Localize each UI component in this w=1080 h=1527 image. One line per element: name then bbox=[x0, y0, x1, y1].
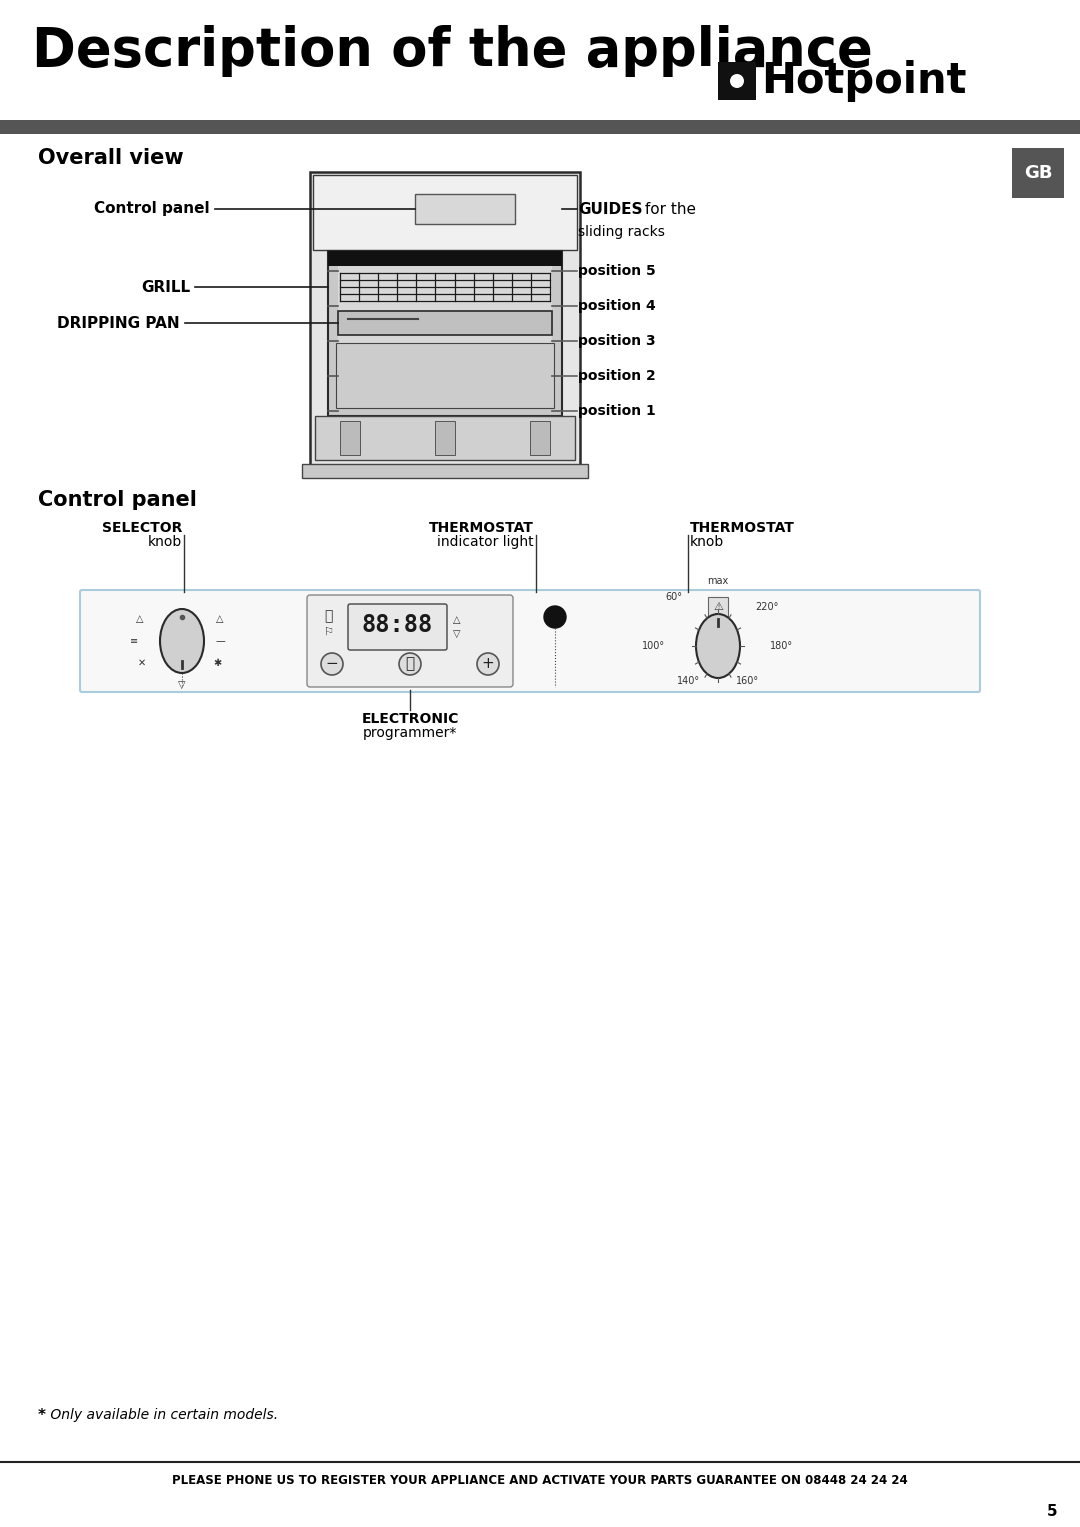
Text: Control panel: Control panel bbox=[38, 490, 197, 510]
Text: position 1: position 1 bbox=[578, 405, 656, 418]
Text: position 2: position 2 bbox=[578, 370, 656, 383]
Text: Overall view: Overall view bbox=[38, 148, 184, 168]
Bar bbox=[0, 121, 1080, 134]
Bar bbox=[336, 344, 554, 408]
Ellipse shape bbox=[696, 614, 740, 678]
Text: ⚐: ⚐ bbox=[323, 628, 333, 637]
Text: ⚠: ⚠ bbox=[713, 602, 723, 612]
Text: position 5: position 5 bbox=[578, 264, 656, 278]
Text: 60°: 60° bbox=[665, 591, 683, 602]
Ellipse shape bbox=[160, 609, 204, 673]
Text: knob: knob bbox=[148, 534, 183, 550]
Text: Only available in certain models.: Only available in certain models. bbox=[46, 1408, 279, 1422]
Circle shape bbox=[730, 73, 744, 89]
Text: ≡: ≡ bbox=[130, 637, 138, 646]
Text: ▽: ▽ bbox=[453, 629, 460, 638]
Text: PLEASE PHONE US TO REGISTER YOUR APPLIANCE AND ACTIVATE YOUR PARTS GUARANTEE ON : PLEASE PHONE US TO REGISTER YOUR APPLIAN… bbox=[172, 1475, 908, 1487]
Text: indicator light: indicator light bbox=[437, 534, 534, 550]
Text: ⏱: ⏱ bbox=[324, 609, 333, 623]
Bar bbox=[0, 1461, 1080, 1527]
Bar bbox=[310, 173, 580, 467]
Text: *: * bbox=[38, 1408, 46, 1423]
Text: △: △ bbox=[453, 615, 460, 625]
Bar bbox=[328, 250, 562, 415]
FancyBboxPatch shape bbox=[80, 589, 980, 692]
Circle shape bbox=[399, 654, 421, 675]
Text: position 4: position 4 bbox=[578, 299, 656, 313]
Bar bbox=[302, 464, 588, 478]
Text: max: max bbox=[707, 576, 729, 586]
Text: ⏱: ⏱ bbox=[405, 657, 415, 672]
FancyBboxPatch shape bbox=[348, 605, 447, 651]
Bar bbox=[415, 194, 515, 224]
Text: programmer*: programmer* bbox=[363, 725, 457, 741]
Bar bbox=[315, 415, 575, 460]
Text: —: — bbox=[215, 637, 225, 646]
Text: THERMOSTAT: THERMOSTAT bbox=[690, 521, 795, 534]
Bar bbox=[340, 421, 360, 455]
Circle shape bbox=[544, 606, 566, 628]
Text: GRILL: GRILL bbox=[140, 279, 190, 295]
Bar bbox=[328, 250, 562, 266]
FancyBboxPatch shape bbox=[307, 596, 513, 687]
Text: ELECTRONIC: ELECTRONIC bbox=[362, 712, 459, 725]
Text: ✕: ✕ bbox=[138, 658, 146, 667]
Text: Hotpoint: Hotpoint bbox=[761, 60, 967, 102]
Text: for the: for the bbox=[640, 202, 696, 217]
Text: 100°: 100° bbox=[643, 641, 665, 651]
Circle shape bbox=[321, 654, 343, 675]
Text: ✱: ✱ bbox=[213, 658, 221, 667]
Text: DRIPPING PAN: DRIPPING PAN bbox=[57, 316, 180, 330]
Text: sliding racks: sliding racks bbox=[578, 224, 665, 240]
Bar bbox=[338, 312, 552, 334]
Text: Control panel: Control panel bbox=[94, 202, 210, 217]
Text: knob: knob bbox=[690, 534, 725, 550]
Text: GUIDES: GUIDES bbox=[578, 202, 643, 217]
Text: 180°: 180° bbox=[770, 641, 794, 651]
Bar bbox=[530, 421, 550, 455]
Bar bbox=[718, 63, 756, 99]
Bar bbox=[1012, 148, 1064, 199]
Text: +: + bbox=[482, 657, 495, 672]
Text: △: △ bbox=[216, 614, 224, 625]
Bar bbox=[708, 597, 728, 617]
Bar bbox=[435, 421, 455, 455]
Text: 220°: 220° bbox=[756, 602, 779, 612]
Bar bbox=[338, 261, 552, 406]
Text: THERMOSTAT: THERMOSTAT bbox=[429, 521, 534, 534]
Text: SELECTOR: SELECTOR bbox=[102, 521, 183, 534]
Text: 88:88: 88:88 bbox=[362, 612, 433, 637]
Text: ▽: ▽ bbox=[178, 680, 186, 690]
Text: 160°: 160° bbox=[737, 676, 759, 686]
Text: △: △ bbox=[136, 614, 144, 625]
Text: 5: 5 bbox=[1047, 1504, 1057, 1519]
Text: 140°: 140° bbox=[677, 676, 700, 686]
Circle shape bbox=[477, 654, 499, 675]
Text: −: − bbox=[326, 657, 338, 672]
Text: Description of the appliance: Description of the appliance bbox=[32, 24, 873, 76]
Text: GB: GB bbox=[1024, 163, 1052, 182]
Bar bbox=[313, 176, 577, 250]
Text: position 3: position 3 bbox=[578, 334, 656, 348]
